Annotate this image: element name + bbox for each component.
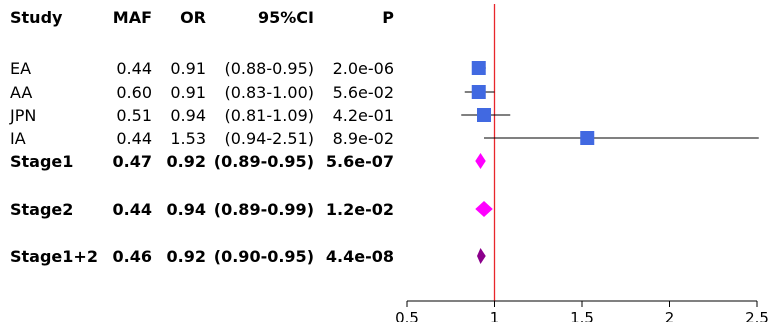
row-aa-p: 5.6e-02 bbox=[333, 83, 394, 102]
row-stage1-ci: (0.89-0.95) bbox=[214, 152, 314, 171]
row-ea-maf: 0.44 bbox=[116, 59, 152, 78]
row-ea-p: 2.0e-06 bbox=[333, 59, 394, 78]
row-stage1-study: Stage1 bbox=[10, 152, 73, 171]
row-jpn-ci: (0.81-1.09) bbox=[224, 106, 314, 125]
row-jpn-p: 4.2e-01 bbox=[333, 106, 394, 125]
row-ea-ci: (0.88-0.95) bbox=[224, 59, 314, 78]
row-stage1-2-maf: 0.46 bbox=[113, 247, 152, 266]
estimate-square-ia bbox=[580, 131, 595, 145]
summary-diamond-stage1-2 bbox=[477, 248, 486, 264]
row-stage1-2-study: Stage1+2 bbox=[10, 247, 98, 266]
row-jpn-study: JPN bbox=[9, 106, 36, 125]
header-or: OR bbox=[180, 8, 206, 27]
row-aa-study: AA bbox=[10, 83, 32, 102]
summary-diamond-stage1 bbox=[475, 153, 486, 169]
row-jpn-or: 0.94 bbox=[170, 106, 206, 125]
row-ea-or: 0.91 bbox=[170, 59, 206, 78]
row-aa-maf: 0.60 bbox=[116, 83, 152, 102]
estimate-square-aa bbox=[471, 85, 486, 99]
row-stage2-p: 1.2e-02 bbox=[326, 200, 394, 219]
row-stage1-2-or: 0.92 bbox=[167, 247, 206, 266]
header-ci: 95%CI bbox=[258, 8, 314, 27]
row-jpn-maf: 0.51 bbox=[116, 106, 152, 125]
row-ia-study: IA bbox=[10, 129, 26, 148]
x-tick-label-1: 1 bbox=[490, 309, 500, 322]
row-ia-ci: (0.94-2.51) bbox=[224, 129, 314, 148]
row-stage2-maf: 0.44 bbox=[113, 200, 152, 219]
row-stage1-2-ci: (0.90-0.95) bbox=[214, 247, 314, 266]
header-study: Study bbox=[10, 8, 63, 27]
row-stage2-study: Stage2 bbox=[10, 200, 73, 219]
x-tick-label-2: 2 bbox=[665, 309, 675, 322]
header-p: P bbox=[382, 8, 394, 27]
row-ia-or: 1.53 bbox=[170, 129, 206, 148]
row-stage2-ci: (0.89-0.99) bbox=[214, 200, 314, 219]
summary-diamond-stage2 bbox=[475, 201, 493, 217]
row-stage1-maf: 0.47 bbox=[113, 152, 152, 171]
row-ea-study: EA bbox=[10, 59, 31, 78]
row-stage2-or: 0.94 bbox=[167, 200, 206, 219]
row-stage1-2-p: 4.4e-08 bbox=[326, 247, 394, 266]
row-stage1-or: 0.92 bbox=[167, 152, 206, 171]
x-tick-label-0.5: 0.5 bbox=[395, 309, 419, 322]
row-aa-or: 0.91 bbox=[170, 83, 206, 102]
row-ia-maf: 0.44 bbox=[116, 129, 152, 148]
estimate-square-ea bbox=[471, 61, 486, 75]
row-stage1-p: 5.6e-07 bbox=[326, 152, 394, 171]
row-aa-ci: (0.83-1.00) bbox=[224, 83, 314, 102]
x-tick-label-2.5: 2.5 bbox=[745, 309, 769, 322]
header-maf: MAF bbox=[113, 8, 152, 27]
estimate-square-jpn bbox=[477, 108, 491, 122]
x-tick-label-1.5: 1.5 bbox=[570, 309, 594, 322]
row-ia-p: 8.9e-02 bbox=[333, 129, 394, 148]
